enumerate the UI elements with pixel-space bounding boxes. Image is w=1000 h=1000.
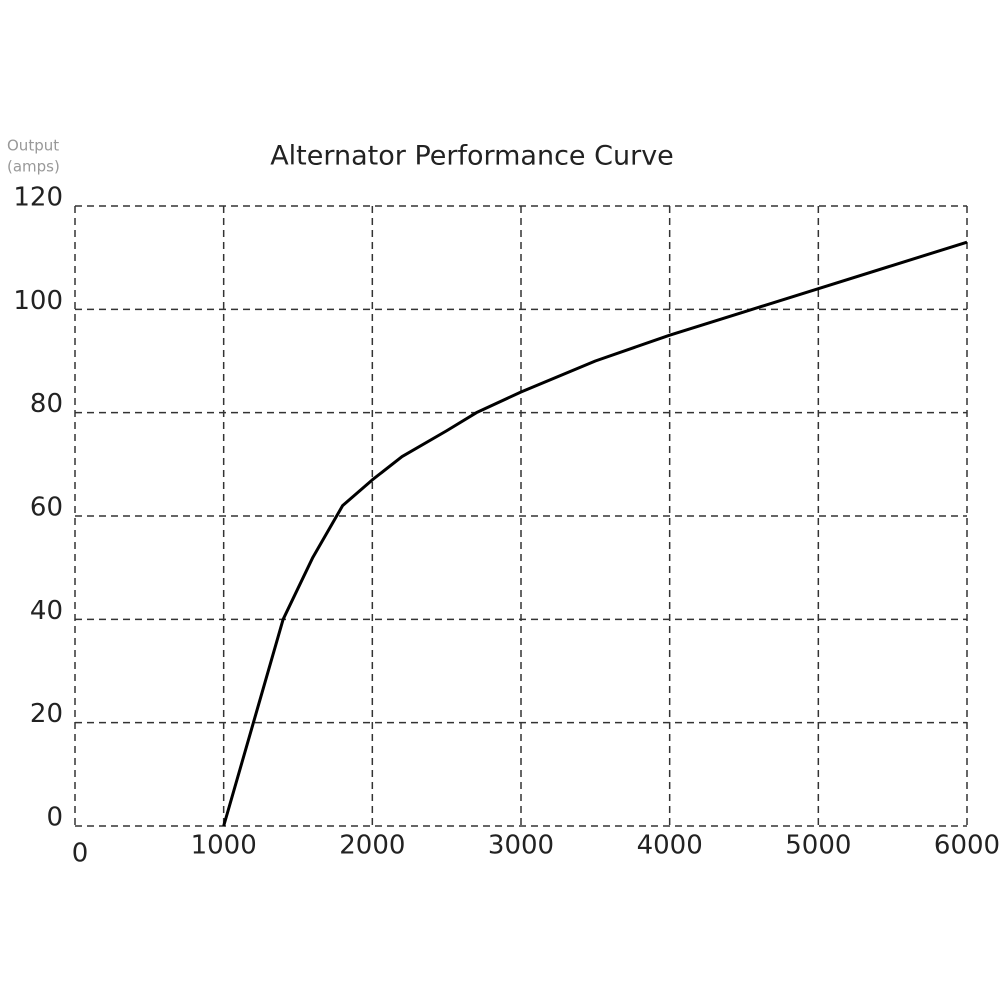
x-tick-label: 3000 [488, 831, 554, 861]
y-tick-label: 120 [13, 183, 63, 213]
chart-title: Alternator Performance Curve [270, 141, 674, 172]
y-tick-label: 80 [30, 389, 63, 419]
y-tick-label: 20 [30, 699, 63, 729]
y-tick-label: 40 [30, 596, 63, 626]
x-tick-label: 4000 [637, 831, 703, 861]
data-line [222, 240, 968, 827]
x-tick-label: 5000 [785, 831, 851, 861]
y-axis-label: (amps) [7, 158, 60, 176]
y-tick-label: 0 [46, 803, 63, 833]
x-tick-label: 6000 [934, 831, 1000, 861]
y-tick-label: 100 [13, 286, 63, 316]
x-tick-label: 1000 [191, 831, 257, 861]
y-axis-label: Output [7, 137, 59, 155]
x-tick-label: 2000 [339, 831, 405, 861]
y-tick-label: 60 [30, 493, 63, 523]
x-tick-label: 0 [72, 839, 89, 869]
